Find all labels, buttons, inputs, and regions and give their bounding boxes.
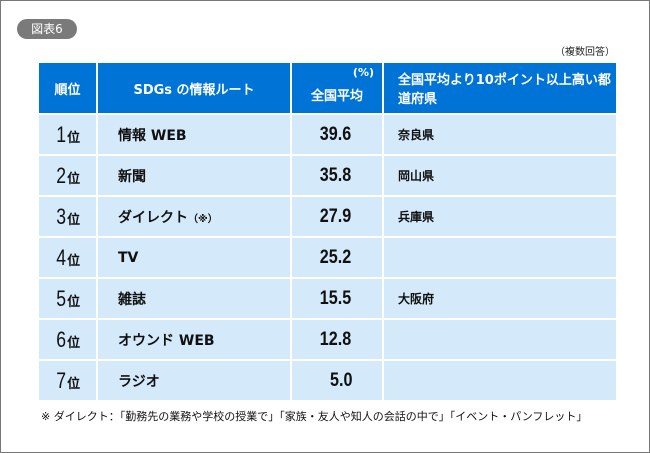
rank-suffix: 位	[67, 212, 81, 228]
route-cell: 情報 WEB	[98, 115, 290, 154]
table-row: 3位 ダイレクト（※） 27.9 兵庫県	[39, 197, 616, 236]
average-value: 12.8	[319, 328, 352, 350]
rank-suffix: 位	[67, 130, 81, 146]
rank-number: 6	[56, 326, 66, 352]
rank-cell: 2位	[39, 156, 96, 195]
average-value: 25.2	[319, 246, 352, 268]
rank-suffix: 位	[67, 253, 81, 269]
average-value: 27.9	[319, 205, 352, 227]
rank-cell: 6位	[39, 320, 96, 359]
table-row: 2位 新聞 35.8 岡山県	[39, 156, 616, 195]
footnote: ※ ダイレクト：「勤務先の業務や学校の授業で」「家族・友人や知人の会話の中で」「…	[41, 410, 588, 423]
table-row: 7位 ラジオ 5.0	[39, 361, 616, 400]
route-cell: ラジオ	[98, 361, 290, 400]
average-value: 39.6	[319, 123, 352, 145]
prefecture-cell: 大阪府	[384, 279, 616, 318]
rank-suffix: 位	[67, 294, 81, 310]
average-cell: 15.5	[292, 279, 382, 318]
route-label: TV	[118, 249, 139, 266]
figure-badge: 図表6	[17, 19, 77, 39]
route-label: ダイレクト	[118, 209, 188, 226]
rank-number: 7	[56, 367, 66, 393]
route-label: 新聞	[118, 168, 146, 185]
rank-cell: 1位	[39, 115, 96, 154]
route-label: 雑誌	[118, 291, 146, 308]
average-cell: 35.8	[292, 156, 382, 195]
rank-cell: 3位	[39, 197, 96, 236]
header-route: SDGs の情報ルート	[98, 63, 290, 113]
route-cell: TV	[98, 238, 290, 277]
route-label: オウンド WEB	[118, 332, 215, 349]
rank-number: 5	[56, 285, 66, 311]
average-cell: 27.9	[292, 197, 382, 236]
rank-number: 1	[56, 121, 66, 147]
rank-suffix: 位	[67, 335, 81, 351]
route-cell: 雑誌	[98, 279, 290, 318]
prefecture-cell	[384, 320, 616, 359]
unit-label: (%)	[352, 66, 374, 79]
table-row: 5位 雑誌 15.5 大阪府	[39, 279, 616, 318]
rank-suffix: 位	[67, 376, 81, 392]
header-rank: 順位	[39, 63, 96, 113]
prefecture-cell	[384, 238, 616, 277]
header-row: 順位 SDGs の情報ルート (%) 全国平均 全国平均より10ポイント以上高い都…	[39, 63, 616, 113]
rank-suffix: 位	[67, 171, 81, 187]
average-value: 5.0	[329, 369, 353, 391]
average-value: 15.5	[319, 287, 352, 309]
route-note-mark: （※）	[188, 213, 218, 225]
prefecture-cell	[384, 361, 616, 400]
route-cell: 新聞	[98, 156, 290, 195]
rank-cell: 4位	[39, 238, 96, 277]
table-row: 4位 TV 25.2	[39, 238, 616, 277]
average-cell: 39.6	[292, 115, 382, 154]
average-cell: 5.0	[292, 361, 382, 400]
prefecture-cell: 岡山県	[384, 156, 616, 195]
rank-cell: 7位	[39, 361, 96, 400]
route-cell: オウンド WEB	[98, 320, 290, 359]
table-row: 1位 情報 WEB 39.6 奈良県	[39, 115, 616, 154]
header-average: (%) 全国平均	[292, 63, 382, 113]
prefecture-cell: 兵庫県	[384, 197, 616, 236]
rank-number: 4	[56, 244, 66, 270]
average-cell: 25.2	[292, 238, 382, 277]
header-prefectures: 全国平均より10ポイント以上高い都道府県	[384, 63, 616, 113]
rank-number: 2	[56, 162, 66, 188]
average-value: 35.8	[319, 164, 352, 186]
rank-number: 3	[56, 203, 66, 229]
route-label: ラジオ	[118, 373, 160, 390]
multiple-answer-note: （複数回答）	[555, 47, 615, 58]
table-row: 6位 オウンド WEB 12.8	[39, 320, 616, 359]
average-cell: 12.8	[292, 320, 382, 359]
prefecture-cell: 奈良県	[384, 115, 616, 154]
rank-cell: 5位	[39, 279, 96, 318]
route-label: 情報 WEB	[118, 127, 187, 144]
average-label: 全国平均	[310, 88, 363, 104]
ranking-table: 順位 SDGs の情報ルート (%) 全国平均 全国平均より10ポイント以上高い都…	[37, 61, 618, 402]
route-cell: ダイレクト（※）	[98, 197, 290, 236]
